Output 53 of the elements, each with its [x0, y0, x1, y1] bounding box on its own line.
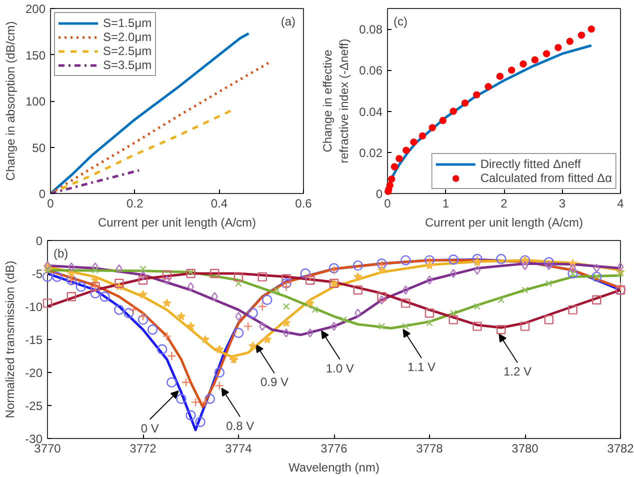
- legend-label: S=2.0μm: [103, 30, 152, 44]
- x-tick-label: 0: [384, 196, 392, 210]
- y-tick-label: -15: [25, 333, 43, 347]
- y-tick-label: -5: [32, 267, 43, 281]
- x-tick-label: 3782: [607, 442, 634, 456]
- y-tick-label: 0.06: [359, 64, 383, 78]
- y-axis-title: Change in effective refractive index (-Δneff): [320, 38, 352, 164]
- y-tick-label: 100: [25, 94, 46, 108]
- x-tick-label: 3778: [416, 442, 444, 456]
- y-tick-label: -25: [25, 399, 43, 413]
- y-tick-label: 0.08: [359, 22, 383, 37]
- x-tick-label: 0.6: [295, 196, 312, 210]
- annotation: (c): [394, 14, 408, 28]
- y-tick-label: -10: [25, 300, 43, 314]
- y-axis-title: Change in absorption (dB/cm): [3, 21, 18, 181]
- y-tick-label: -20: [25, 366, 43, 380]
- x-axis-title: Current per unit length (A/cm): [424, 216, 584, 230]
- x-tick-label: 0.2: [126, 196, 144, 210]
- x-tick-label: 4: [617, 196, 624, 210]
- annotation: 0.9 V: [260, 375, 288, 390]
- annotation: 1.1 V: [408, 360, 436, 374]
- x-tick-label: 3776: [320, 442, 348, 456]
- y-tick-label: 150: [25, 48, 46, 62]
- x-tick-label: 3: [558, 196, 566, 210]
- legend-label: Directly fitted Δneff: [480, 157, 581, 171]
- x-tick-label: 3780: [512, 442, 539, 456]
- x-tick-label: 3770: [34, 442, 62, 456]
- x-tick-label: 3774: [225, 442, 252, 456]
- annotation: (b): [54, 246, 68, 260]
- x-axis-title: Current per unit length (A/cm): [98, 216, 256, 230]
- x-tick-label: 1: [442, 196, 450, 210]
- annotation: 0.8 V: [226, 418, 254, 433]
- legend-label: Calculated from fitted Δα: [480, 171, 612, 185]
- x-tick-label: 2: [500, 196, 508, 210]
- annotation: 0 V: [140, 421, 159, 436]
- x-tick-label: 3772: [130, 442, 157, 456]
- x-tick-label: 0: [47, 196, 54, 210]
- annotation: (a): [280, 14, 296, 28]
- y-axis-title: Normalized transmission (dB): [3, 260, 18, 418]
- legend-label: S=1.5μm: [103, 16, 152, 30]
- y-tick-label: 0: [376, 187, 383, 201]
- legend-label: S=2.5μm: [103, 44, 152, 58]
- y-tick-label: 0.02: [359, 146, 383, 160]
- x-tick-label: 0.4: [210, 196, 228, 210]
- annotation: 1.0 V: [326, 361, 354, 376]
- y-tick-label: 0: [36, 234, 43, 248]
- y-tick-label: 50: [32, 140, 46, 155]
- y-tick-label: 0.04: [359, 104, 383, 119]
- legend-label: S=3.5μm: [103, 58, 152, 72]
- y-tick-label: 0: [38, 187, 46, 201]
- annotation: 1.2 V: [503, 364, 532, 379]
- y-tick-label: 200: [25, 2, 46, 16]
- x-axis-title: Wavelength (nm): [288, 460, 380, 474]
